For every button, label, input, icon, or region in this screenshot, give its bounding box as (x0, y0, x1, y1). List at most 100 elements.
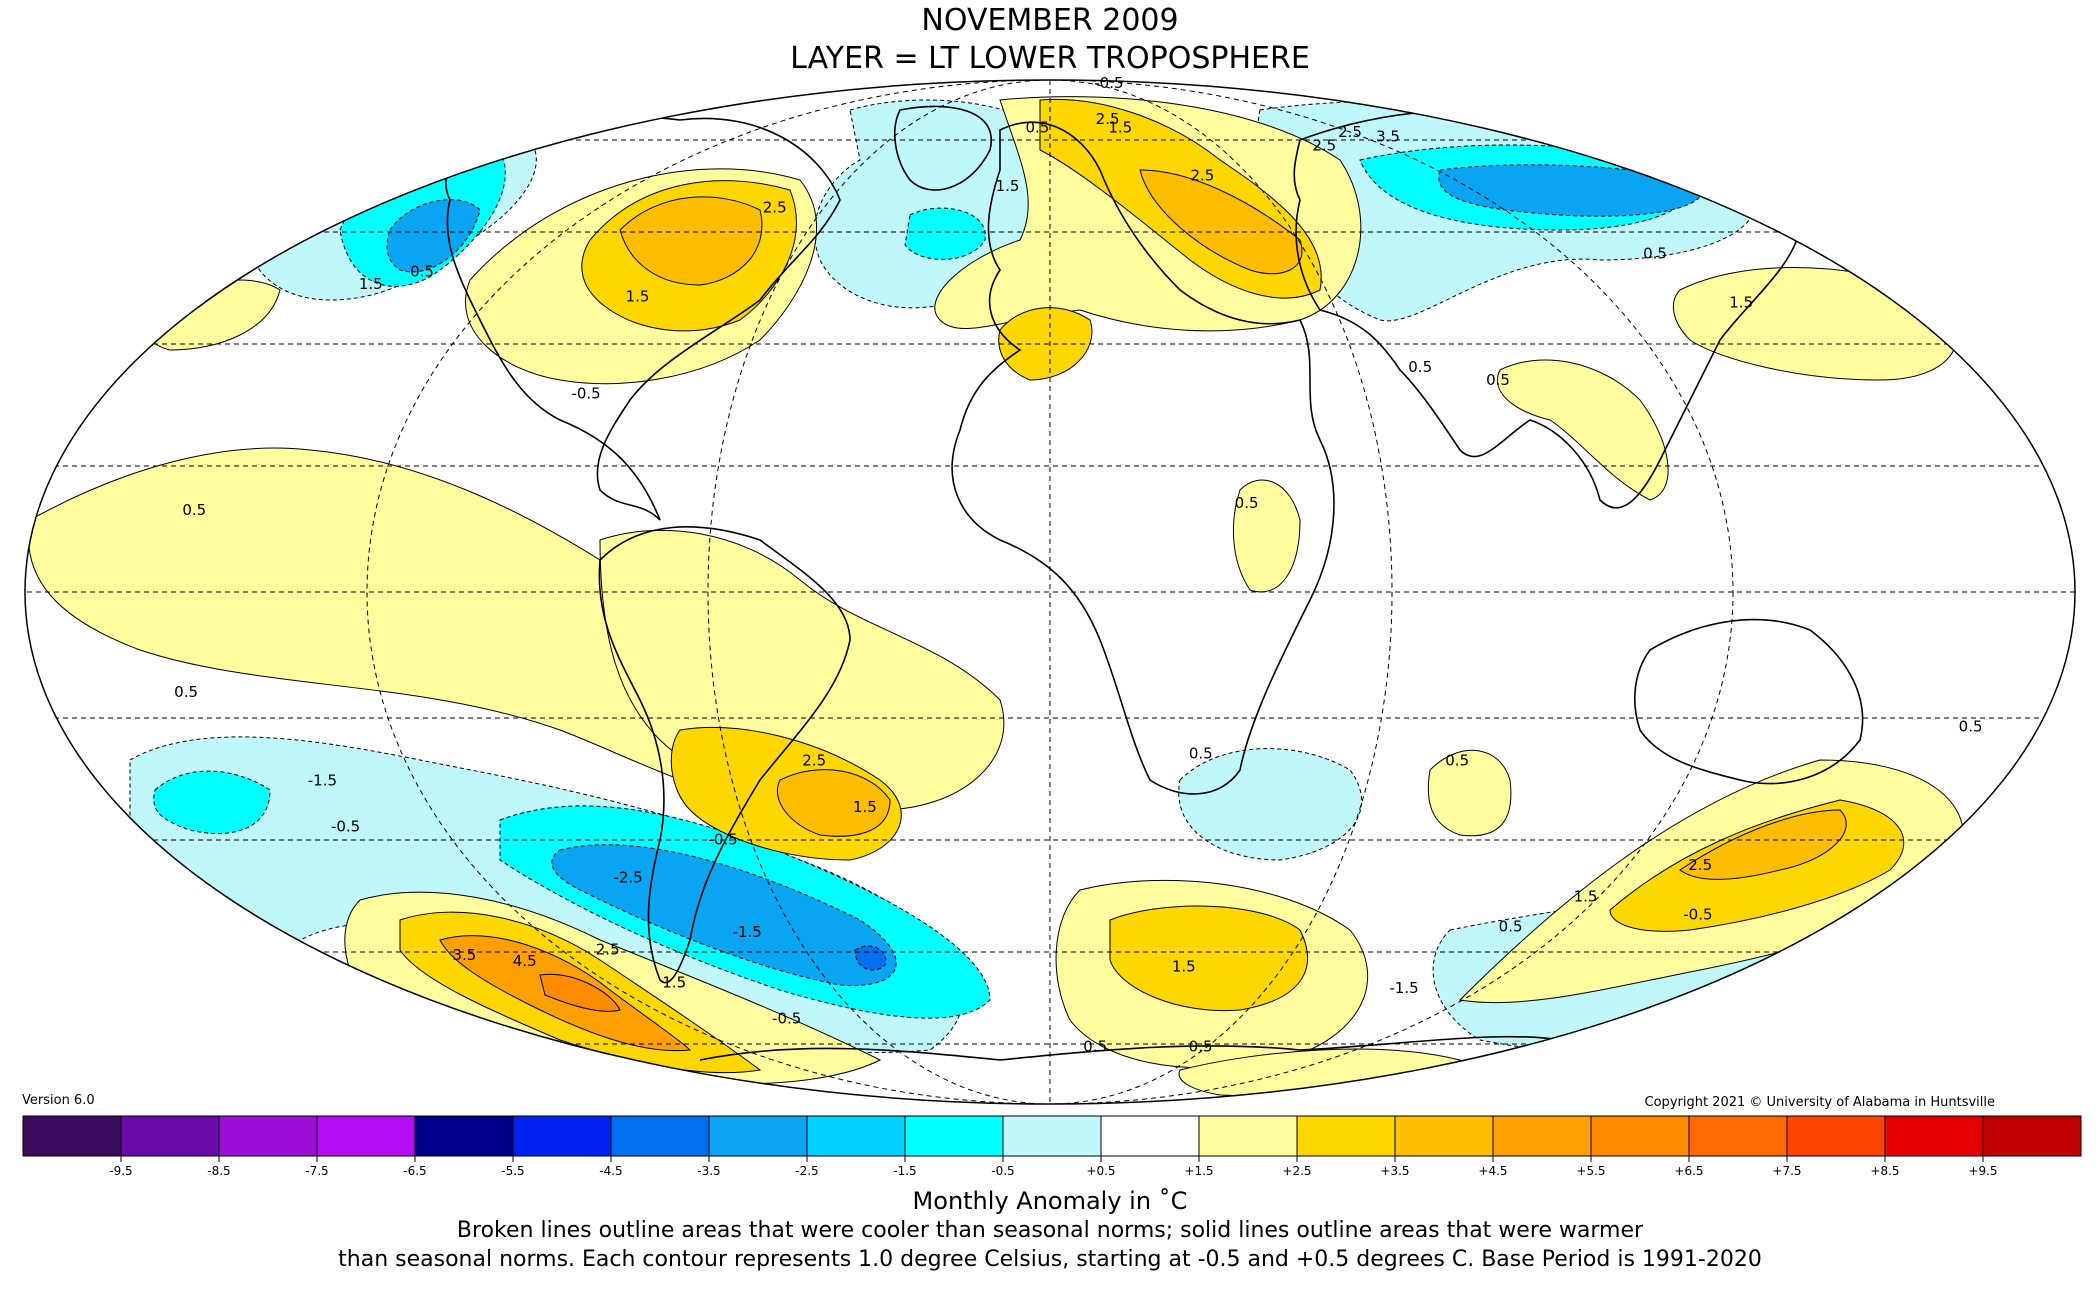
contour-label: 3.5 (1376, 127, 1400, 145)
colder-region-south-pacific (551, 844, 897, 987)
contour-label: 1.5 (626, 287, 650, 305)
scale-tick-label: -0.5 (991, 1164, 1014, 1178)
contour-label: 3.5 (452, 946, 476, 964)
contour-label: -0.5 (331, 818, 360, 836)
scale-tick-label: -7.5 (305, 1164, 328, 1178)
contour-label: 0.5 (1189, 1038, 1213, 1056)
cool-region-south-africa (1178, 748, 1362, 861)
colder-region-siberia (1438, 164, 1704, 217)
color-swatch (1296, 1115, 1396, 1157)
peak-region-south-pacific (539, 973, 621, 1012)
contour-label: 2.5 (1338, 123, 1362, 141)
contour-label: 1.5 (996, 177, 1020, 195)
scale-tick-label: -6.5 (403, 1164, 426, 1178)
scale-tick-label: -5.5 (501, 1164, 524, 1178)
contour-label: 2.5 (1190, 167, 1214, 185)
scale-tick-label: +6.5 (1674, 1164, 1703, 1178)
contour-label: 0.5 (1189, 745, 1213, 763)
contour-label: 1.5 (359, 275, 383, 293)
scale-tick-label: +9.5 (1968, 1164, 1997, 1178)
contour-label: 0.5 (1486, 371, 1510, 389)
map-title: NOVEMBER 2009 (921, 3, 1179, 38)
scale-tick-label: +5.5 (1576, 1164, 1605, 1178)
hotter-region-south-america (776, 769, 891, 837)
color-scale: -9.5 -8.5 -7.5 -6.5 -5.5 -4.5 -3.5 -2.5 -1.5 -0.5… (22, 1115, 2082, 1178)
coast-europe-africa (951, 121, 1335, 795)
contour-label: 4.5 (513, 952, 537, 970)
color-swatch (1786, 1115, 1886, 1157)
contour-label: 2.5 (1312, 137, 1336, 155)
scale-tick-label: +7.5 (1772, 1164, 1801, 1178)
color-swatch (708, 1115, 808, 1157)
description-line-2: than seasonal norms. Each contour repres… (338, 1247, 1762, 1272)
contour-label: 0.5 (1408, 358, 1432, 376)
color-swatch (22, 1115, 122, 1157)
contour-label: -1.5 (308, 772, 337, 790)
scale-tick-label: +8.5 (1870, 1164, 1899, 1178)
contour-label: 0.5 (174, 683, 198, 701)
contour-label: 0.5 (1083, 1038, 1107, 1056)
globe-outline (24, 79, 2076, 1105)
contour-label: 0.5 (1235, 494, 1259, 512)
contour-label: -0.5 (1094, 74, 1123, 92)
contour-label: 1.5 (1574, 887, 1598, 905)
contour-label: 2.5 (1096, 110, 1120, 128)
version-label: Version 6.0 (22, 1093, 95, 1108)
contour-label: 2.5 (802, 751, 826, 769)
color-swatch (1100, 1115, 1200, 1157)
coast-south-america (598, 526, 851, 984)
hotter-region-australia (1679, 809, 1847, 880)
hotter-region-north-america (619, 196, 763, 286)
scale-tick-label: -9.5 (109, 1164, 132, 1178)
color-swatch (806, 1115, 906, 1157)
scale-tick-label: +2.5 (1282, 1164, 1311, 1178)
contour-label: 2.5 (1688, 856, 1712, 874)
coldest-region-south-pacific (854, 945, 887, 971)
coast-australia (1634, 618, 1864, 785)
scale-tick-label: +1.5 (1184, 1164, 1213, 1178)
contour-label: 1.5 (853, 798, 877, 816)
cold-region-northeast-atlantic (904, 207, 986, 260)
contour-label: 0.5 (1499, 917, 1523, 935)
contour-label: 2.5 (763, 199, 787, 217)
contour-label: 1.5 (662, 974, 686, 992)
scale-tick-label: +3.5 (1380, 1164, 1409, 1178)
color-scale-swatches (22, 1115, 2082, 1157)
contour-label: 0.5 (410, 263, 434, 281)
color-swatch (904, 1115, 1004, 1157)
warm-region-east-africa (1233, 479, 1301, 593)
hot-region-south-atlantic (1109, 905, 1308, 1012)
contour-label: 1.5 (1729, 294, 1753, 312)
description-line-1: Broken lines outline areas that were coo… (456, 1218, 1644, 1243)
hotter-region-russia (1139, 169, 1303, 275)
warm-region-indian-ocean (1427, 749, 1512, 837)
coast-antarctica (699, 1035, 1561, 1061)
color-swatch (218, 1115, 318, 1157)
contour-label: -1.5 (733, 923, 762, 941)
contour-label: -1.5 (1389, 979, 1418, 997)
color-swatch (1884, 1115, 1984, 1157)
unit-label: Monthly Anomaly in ˚C (912, 1187, 1188, 1215)
scale-tick-label: +4.5 (1478, 1164, 1507, 1178)
contour-label: 2.5 (596, 941, 620, 959)
contour-label: 0.5 (182, 501, 206, 519)
color-swatch (1492, 1115, 1592, 1157)
color-swatch (1982, 1115, 2082, 1157)
color-swatch (1002, 1115, 1102, 1157)
color-swatch (316, 1115, 416, 1157)
color-swatch (414, 1115, 514, 1157)
color-swatch (1590, 1115, 1690, 1157)
contour-label: -0.5 (1683, 905, 1712, 923)
scale-tick-label: -1.5 (893, 1164, 916, 1178)
colder-region-alaska (386, 199, 481, 273)
copyright-label: Copyright 2021 © University of Alabama i… (1644, 1095, 1995, 1110)
color-swatch (120, 1115, 220, 1157)
color-swatch (512, 1115, 612, 1157)
scale-tick-label: -2.5 (795, 1164, 818, 1178)
contour-label: 0.5 (1959, 717, 1983, 735)
coast-north-america (445, 115, 841, 521)
color-swatch (1198, 1115, 1298, 1157)
contour-label: -0.5 (708, 831, 737, 849)
contour-label: 1.5 (1108, 118, 1132, 136)
